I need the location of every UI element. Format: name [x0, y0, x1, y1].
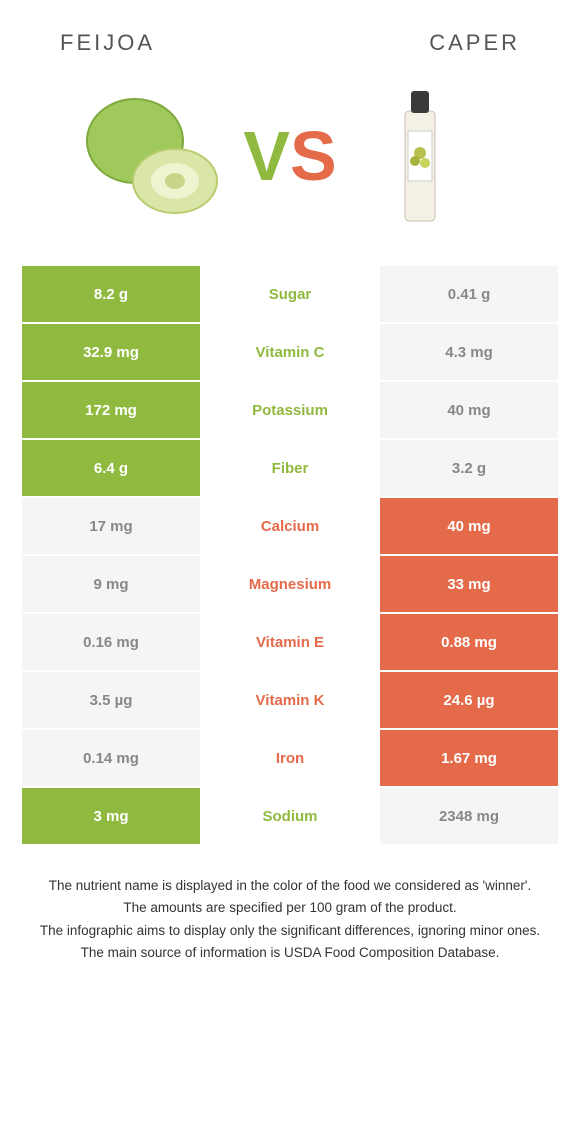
- comparison-table: 8.2 gSugar0.41 g32.9 mgVitamin C4.3 mg17…: [0, 266, 580, 844]
- right-value: 1.67 mg: [380, 730, 558, 786]
- left-value: 3 mg: [22, 788, 200, 844]
- table-row: 6.4 gFiber3.2 g: [22, 440, 558, 496]
- nutrient-name: Magnesium: [200, 556, 380, 612]
- nutrient-name: Vitamin K: [200, 672, 380, 728]
- left-value: 172 mg: [22, 382, 200, 438]
- nutrient-name: Iron: [200, 730, 380, 786]
- footer-line-2: The amounts are specified per 100 gram o…: [30, 898, 550, 918]
- table-row: 3 mgSodium2348 mg: [22, 788, 558, 844]
- hero-row: VS: [0, 66, 580, 266]
- footer-line-4: The main source of information is USDA F…: [30, 943, 550, 963]
- left-value: 0.16 mg: [22, 614, 200, 670]
- nutrient-name: Sugar: [200, 266, 380, 322]
- right-value: 3.2 g: [380, 440, 558, 496]
- nutrient-name: Vitamin E: [200, 614, 380, 670]
- nutrient-name: Sodium: [200, 788, 380, 844]
- table-row: 172 mgPotassium40 mg: [22, 382, 558, 438]
- table-row: 17 mgCalcium40 mg: [22, 498, 558, 554]
- left-value: 32.9 mg: [22, 324, 200, 380]
- left-value: 6.4 g: [22, 440, 200, 496]
- nutrient-name: Vitamin C: [200, 324, 380, 380]
- right-value: 40 mg: [380, 382, 558, 438]
- feijoa-image: [80, 76, 240, 236]
- header: Feijoa Caper: [0, 0, 580, 66]
- table-row: 9 mgMagnesium33 mg: [22, 556, 558, 612]
- vs-label: VS: [243, 116, 336, 196]
- footer-notes: The nutrient name is displayed in the co…: [0, 846, 580, 963]
- right-value: 40 mg: [380, 498, 558, 554]
- left-food-title: Feijoa: [60, 30, 155, 56]
- footer-line-3: The infographic aims to display only the…: [30, 921, 550, 941]
- table-row: 32.9 mgVitamin C4.3 mg: [22, 324, 558, 380]
- left-value: 9 mg: [22, 556, 200, 612]
- table-row: 0.16 mgVitamin E0.88 mg: [22, 614, 558, 670]
- caper-image: [340, 76, 500, 236]
- table-row: 0.14 mgIron1.67 mg: [22, 730, 558, 786]
- left-value: 17 mg: [22, 498, 200, 554]
- vs-s: S: [290, 117, 337, 195]
- table-row: 3.5 µgVitamin K24.6 µg: [22, 672, 558, 728]
- right-value: 2348 mg: [380, 788, 558, 844]
- nutrient-name: Fiber: [200, 440, 380, 496]
- left-value: 0.14 mg: [22, 730, 200, 786]
- right-value: 0.41 g: [380, 266, 558, 322]
- left-value: 3.5 µg: [22, 672, 200, 728]
- left-value: 8.2 g: [22, 266, 200, 322]
- right-value: 24.6 µg: [380, 672, 558, 728]
- right-food-title: Caper: [429, 30, 520, 56]
- right-value: 0.88 mg: [380, 614, 558, 670]
- right-value: 4.3 mg: [380, 324, 558, 380]
- footer-line-1: The nutrient name is displayed in the co…: [30, 876, 550, 896]
- right-value: 33 mg: [380, 556, 558, 612]
- nutrient-name: Potassium: [200, 382, 380, 438]
- table-row: 8.2 gSugar0.41 g: [22, 266, 558, 322]
- vs-v: V: [243, 117, 290, 195]
- nutrient-name: Calcium: [200, 498, 380, 554]
